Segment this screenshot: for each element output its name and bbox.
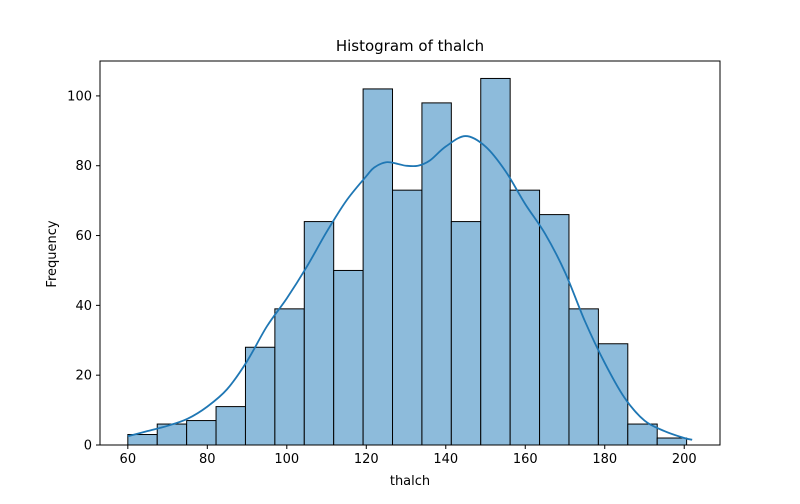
kde-density-line [127, 135, 693, 441]
histogram-bar-9 [392, 189, 423, 446]
histogram-bar-14 [539, 214, 570, 446]
plot-frame [99, 60, 721, 446]
histogram-bar-17 [627, 423, 658, 446]
y-tick-label: 40 [75, 299, 92, 314]
kde-layer [127, 135, 693, 441]
histogram-bar-5 [274, 308, 305, 446]
x-tick-label: 140 [433, 452, 458, 467]
histogram-bar-12 [480, 77, 511, 446]
histogram-bar-10 [421, 102, 452, 446]
y-tick-label: 20 [75, 369, 92, 384]
histogram-bar-18 [656, 437, 688, 446]
y-tick-label: 60 [75, 229, 92, 244]
x-tick-label: 160 [513, 452, 538, 467]
y-axis-ticks: 0 20 40 60 80 100 [67, 89, 100, 454]
y-tick-label: 80 [75, 159, 92, 174]
bars-layer [127, 77, 688, 446]
x-tick-label: 120 [354, 452, 379, 467]
histogram-bar-2 [186, 420, 217, 446]
x-tick-label: 200 [672, 452, 697, 467]
x-tick-label: 100 [274, 452, 299, 467]
histogram-bar-15 [568, 308, 599, 446]
histogram-bar-6 [303, 221, 335, 446]
y-tick-label: 0 [84, 439, 92, 454]
histogram-bar-0 [127, 434, 158, 446]
histogram-bar-13 [509, 189, 541, 446]
histogram-bar-4 [244, 346, 276, 446]
chart-title: Histogram of thalch [336, 37, 484, 55]
y-tick-label: 100 [67, 89, 92, 104]
x-tick-label: 180 [592, 452, 617, 467]
y-axis-label: Frequency [45, 220, 60, 287]
x-axis-label: thalch [390, 474, 430, 489]
x-tick-label: 60 [120, 452, 137, 467]
histogram-bar-7 [333, 269, 364, 446]
x-axis-ticks: 60 80 100 120 140 160 180 200 [120, 445, 697, 467]
histogram-bar-3 [215, 406, 246, 446]
x-tick-label: 80 [199, 452, 216, 467]
histogram-bar-11 [450, 221, 482, 446]
histogram-bar-8 [362, 88, 394, 446]
